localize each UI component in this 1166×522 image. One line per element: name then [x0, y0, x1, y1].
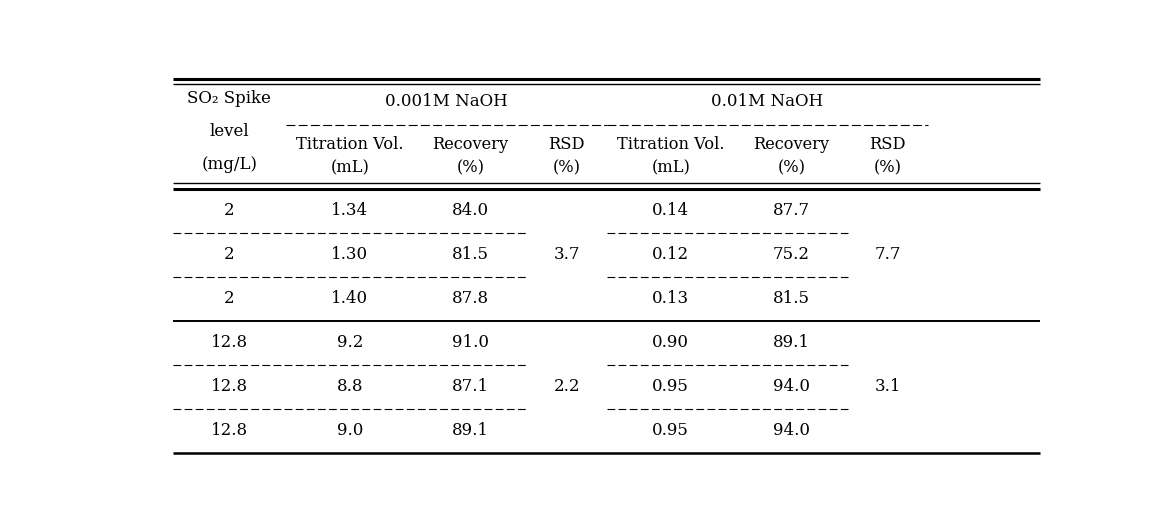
Text: 0.95: 0.95 [652, 378, 689, 395]
Text: 9.2: 9.2 [337, 334, 363, 351]
Text: 91.0: 91.0 [452, 334, 489, 351]
Text: 8.8: 8.8 [337, 378, 363, 395]
Text: 12.8: 12.8 [211, 422, 248, 439]
Text: 81.5: 81.5 [773, 290, 810, 307]
Text: 2: 2 [224, 290, 234, 307]
Text: Recovery: Recovery [753, 136, 829, 153]
Text: 3.1: 3.1 [874, 378, 901, 395]
Text: 2: 2 [224, 246, 234, 264]
Text: 1.34: 1.34 [331, 203, 368, 219]
Text: (mL): (mL) [330, 160, 370, 177]
Text: 75.2: 75.2 [773, 246, 810, 264]
Text: (%): (%) [456, 160, 484, 177]
Text: (%): (%) [873, 160, 901, 177]
Text: 0.12: 0.12 [652, 246, 689, 264]
Text: (%): (%) [553, 160, 581, 177]
Text: 12.8: 12.8 [211, 334, 248, 351]
Text: 12.8: 12.8 [211, 378, 248, 395]
Text: 87.1: 87.1 [452, 378, 489, 395]
Text: 87.8: 87.8 [452, 290, 489, 307]
Text: RSD: RSD [548, 136, 585, 153]
Text: 1.40: 1.40 [331, 290, 368, 307]
Text: Recovery: Recovery [433, 136, 508, 153]
Text: 84.0: 84.0 [452, 203, 489, 219]
Text: 0.95: 0.95 [652, 422, 689, 439]
Text: 0.13: 0.13 [652, 290, 689, 307]
Text: SO₂ Spike: SO₂ Spike [188, 90, 272, 107]
Text: 94.0: 94.0 [773, 422, 810, 439]
Text: (%): (%) [778, 160, 806, 177]
Text: 89.1: 89.1 [452, 422, 489, 439]
Text: 81.5: 81.5 [452, 246, 489, 264]
Text: Titration Vol.: Titration Vol. [296, 136, 403, 153]
Text: 2: 2 [224, 203, 234, 219]
Text: 0.90: 0.90 [652, 334, 689, 351]
Text: 0.01M NaOH: 0.01M NaOH [711, 93, 823, 110]
Text: 0.14: 0.14 [652, 203, 689, 219]
Text: Titration Vol.: Titration Vol. [617, 136, 724, 153]
Text: 89.1: 89.1 [773, 334, 810, 351]
Text: 0.001M NaOH: 0.001M NaOH [385, 93, 507, 110]
Text: (mg/L): (mg/L) [202, 156, 258, 173]
Text: 94.0: 94.0 [773, 378, 810, 395]
Text: 2.2: 2.2 [554, 378, 580, 395]
Text: 1.30: 1.30 [331, 246, 368, 264]
Text: 87.7: 87.7 [773, 203, 810, 219]
Text: 7.7: 7.7 [874, 246, 901, 264]
Text: RSD: RSD [870, 136, 906, 153]
Text: 9.0: 9.0 [337, 422, 363, 439]
Text: 3.7: 3.7 [554, 246, 580, 264]
Text: level: level [210, 123, 250, 140]
Text: (mL): (mL) [652, 160, 690, 177]
